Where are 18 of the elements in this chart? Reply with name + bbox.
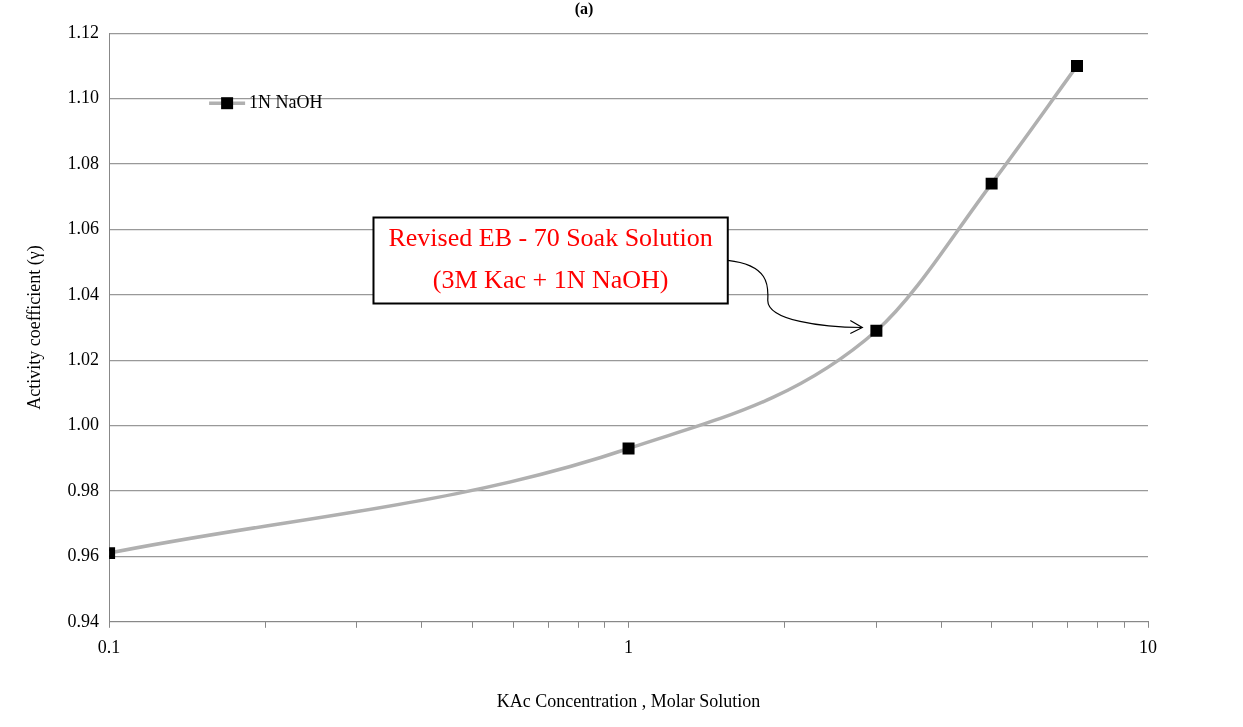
- y-tick-label: 0.94: [67, 610, 100, 631]
- y-tick-label: 1.04: [67, 283, 100, 304]
- y-tick-label: 0.96: [67, 545, 100, 566]
- x-tick-label: 1: [624, 637, 634, 658]
- x-tick-label: 0.1: [97, 637, 121, 658]
- annotation: Revised EB - 70 Soak Solution (3M Kac + 1N NaOH): [388, 223, 713, 295]
- y-tick-label: 0.98: [67, 479, 100, 500]
- y-tick-label: 1.08: [67, 152, 100, 173]
- y-tick-label: 1.10: [67, 87, 100, 108]
- x-axis-title: KAc Concentration , Molar Solution: [496, 690, 761, 711]
- y-axis-title: Activity coefficient (γ): [23, 245, 45, 410]
- y-tick-label: 1.00: [67, 414, 100, 435]
- chart-title: (a): [574, 0, 594, 18]
- y-tick-label: 1.06: [67, 218, 100, 239]
- y-tick-label: 1.12: [67, 21, 100, 42]
- legend-label: 1N NaOH: [249, 91, 323, 112]
- x-tick-label: 10: [1139, 637, 1157, 658]
- y-tick-label: 1.02: [67, 348, 100, 369]
